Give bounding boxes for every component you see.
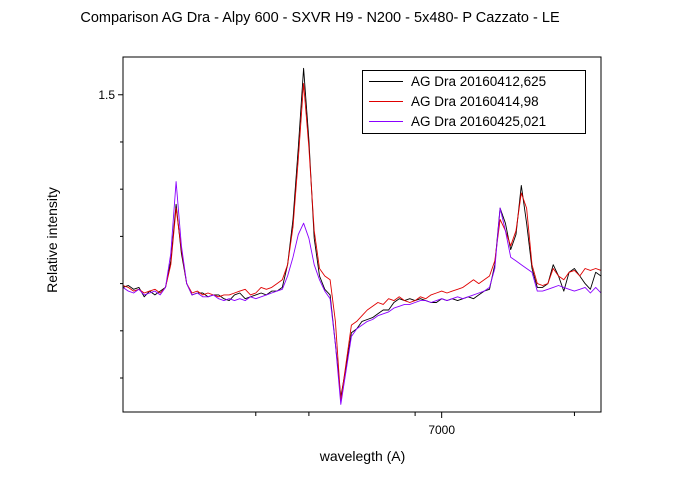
legend-swatch-series-3 — [369, 120, 403, 122]
legend-swatch-series-2 — [369, 100, 403, 102]
series-line-2 — [123, 82, 601, 402]
legend: AG Dra 20160412,625 AG Dra 20160414,98 A… — [362, 70, 586, 134]
legend-label-series-1: AG Dra 20160412,625 — [411, 73, 547, 89]
x-tick-label: 7000 — [428, 423, 455, 437]
legend-label-series-2: AG Dra 20160414,98 — [411, 93, 539, 109]
series-line-3 — [123, 181, 601, 405]
chart-title: Comparison AG Dra - Alpy 600 - SXVR H9 -… — [80, 10, 560, 26]
x-axis-label: wavelegth (A) — [319, 448, 406, 464]
series-line-1 — [123, 67, 601, 398]
legend-item-series-1: AG Dra 20160412,625 — [363, 71, 585, 91]
legend-label-series-3: AG Dra 20160425,021 — [411, 113, 547, 129]
legend-item-series-2: AG Dra 20160414,98 — [363, 91, 585, 111]
plot-frame — [122, 56, 602, 413]
y-tick-label: 1.5 — [98, 88, 115, 102]
legend-item-series-3: AG Dra 20160425,021 — [363, 111, 585, 131]
legend-swatch-series-1 — [369, 80, 403, 82]
